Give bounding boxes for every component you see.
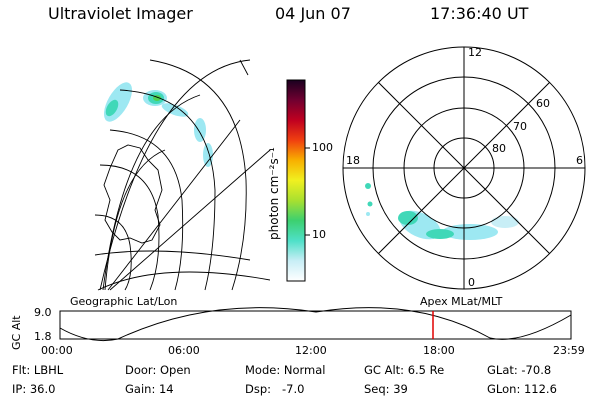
colorbar-label: photon cm⁻²s⁻¹ (267, 147, 281, 240)
colorbar-tick-100: 100 (312, 141, 333, 154)
mlt-label-12: 12 (468, 46, 482, 59)
x-tick-0000: 00:00 (41, 344, 73, 357)
seq-info: Seq: 39 (364, 382, 408, 396)
gc-alt-ytick-max: 9.0 (34, 306, 52, 319)
right-panel-label: Apex MLat/MLT (420, 295, 503, 308)
lat-label-70: 70 (513, 120, 527, 133)
gc-alt-info: GC Alt: 6.5 Re (364, 363, 445, 377)
time-label: 17:36:40 UT (430, 4, 529, 23)
polar-aurora (365, 183, 519, 240)
polar-plot (342, 46, 586, 290)
colorbar-tick-10: 10 (312, 228, 326, 241)
date-label: 04 Jun 07 (275, 4, 351, 23)
mlt-label-18: 18 (346, 154, 360, 167)
x-tick-0600: 06:00 (168, 344, 200, 357)
instrument-title: Ultraviolet Imager (48, 4, 193, 23)
gain-info: Gain: 14 (125, 382, 174, 396)
x-tick-2359: 23:59 (553, 344, 585, 357)
glat-info: GLat: -70.8 (487, 363, 552, 377)
gc-alt-ytick-min: 1.8 (34, 330, 52, 343)
dsp-info: Dsp: -7.0 (245, 382, 305, 396)
graticule (94, 59, 270, 291)
colorbar (286, 79, 306, 282)
gc-alt-ylabel: GC Alt (10, 315, 23, 350)
mode-info: Mode: Normal (245, 363, 326, 377)
geographic-map (94, 59, 270, 291)
left-panel-label: Geographic Lat/Lon (70, 295, 178, 308)
x-tick-1800: 18:00 (423, 344, 455, 357)
x-tick-1200: 12:00 (295, 344, 327, 357)
left-aurora (104, 82, 213, 167)
door-info: Door: Open (125, 363, 191, 377)
coastline (103, 144, 163, 244)
mlt-label-0: 0 (468, 276, 475, 289)
filter-info: Flt: LBHL (12, 363, 64, 377)
glon-info: GLon: 112.6 (487, 382, 557, 396)
mlt-label-6: 6 (576, 154, 583, 167)
gc-alt-plot (59, 307, 572, 342)
ip-info: IP: 36.0 (12, 382, 56, 396)
gc-alt-curve (59, 307, 572, 342)
lat-label-60: 60 (536, 97, 550, 110)
lat-label-80: 80 (492, 142, 506, 155)
